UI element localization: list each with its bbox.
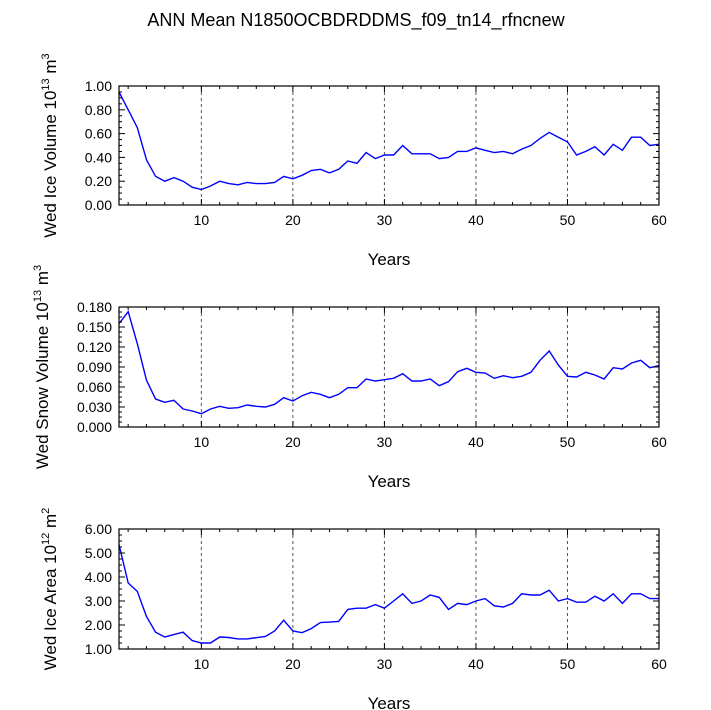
y-tick-label: 3.00 — [85, 593, 112, 609]
y-tick-label: 5.00 — [85, 545, 112, 561]
x-axis-title: Years — [368, 472, 411, 491]
plot-frame — [118, 85, 660, 206]
plot-panel-1: 10 20 30 40 50 60 0.00 0.20 0.40 0.60 0.80 1.00 Year… — [40, 53, 667, 269]
x-tick-label: 10 — [194, 434, 210, 450]
y-tick-label: 0.40 — [85, 149, 112, 165]
y-tick-label: 4.00 — [85, 569, 112, 585]
y-tick-label: 6.00 — [85, 521, 112, 537]
y-tick-label: 1.00 — [85, 641, 112, 657]
series-line — [118, 544, 659, 644]
y-axis-title: Wed Ice Volume 1013 m3 — [40, 53, 60, 237]
x-axis-title: Years — [368, 694, 411, 710]
x-tick-label: 20 — [285, 212, 301, 228]
y-tick-label: 0.120 — [77, 339, 112, 355]
plot-panel-3: 10 20 30 40 50 60 1.00 2.00 3.00 4.00 5.00 6.00 Year… — [40, 508, 667, 710]
plot-frame — [118, 306, 660, 428]
y-tick-label: 0.000 — [77, 419, 112, 435]
y-tick-label: 0.090 — [77, 359, 112, 375]
series-line — [118, 310, 660, 415]
x-tick-label: 60 — [651, 434, 667, 450]
series-line — [118, 91, 660, 191]
y-tick-label: 0.20 — [85, 173, 112, 189]
y-tick-label: 0.180 — [77, 299, 112, 315]
x-tick-label: 40 — [468, 434, 484, 450]
x-tick-label: 60 — [651, 212, 667, 228]
x-tick-label: 40 — [468, 212, 484, 228]
plot-frame — [118, 528, 660, 650]
y-tick-label: 0.030 — [77, 399, 112, 415]
y-tick-label: 0.80 — [85, 102, 112, 118]
y-axis-title: Wed Ice Area 1012 m2 — [40, 508, 60, 671]
y-axis-title: Wed Snow Volume 1013 m3 — [32, 265, 52, 469]
x-tick-label: 50 — [560, 656, 576, 672]
x-tick-label: 50 — [560, 212, 576, 228]
y-tick-label: 0.00 — [85, 197, 112, 213]
plot-panel-2: 10 20 30 40 50 60 0.000 0.030 0.060 0.090 0.120 0.1… — [32, 265, 667, 491]
y-tick-label: 0.60 — [85, 126, 112, 142]
x-tick-label: 50 — [560, 434, 576, 450]
x-tick-label: 30 — [377, 656, 393, 672]
x-tick-label: 10 — [194, 212, 210, 228]
chart-title: ANN Mean N1850OCBDRDDMS_f09_tn14_rfncnew — [147, 10, 565, 31]
x-axis-title: Years — [368, 250, 411, 269]
y-tick-label: 0.150 — [77, 319, 112, 335]
x-tick-label: 10 — [194, 656, 210, 672]
x-tick-label: 30 — [377, 212, 393, 228]
y-tick-label: 0.060 — [77, 379, 112, 395]
x-tick-label: 40 — [468, 656, 484, 672]
y-tick-label: 2.00 — [85, 617, 112, 633]
x-tick-label: 20 — [285, 434, 301, 450]
x-tick-label: 30 — [377, 434, 393, 450]
y-tick-label: 1.00 — [85, 78, 112, 94]
x-tick-label: 20 — [285, 656, 301, 672]
x-tick-label: 60 — [651, 656, 667, 672]
